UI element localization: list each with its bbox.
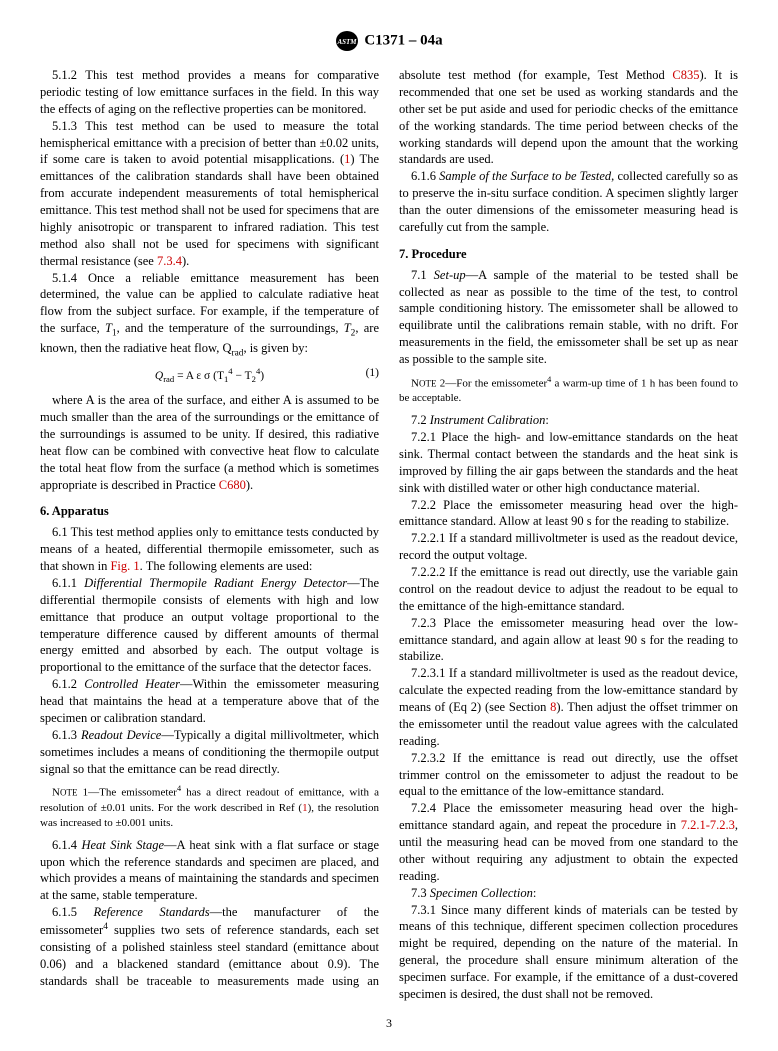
ref-c680[interactable]: C680 <box>219 478 246 492</box>
para-6-1-4: 6.1.4 Heat Sink Stage—A heat sink with a… <box>40 837 379 905</box>
para-5-1-3: 5.1.3 This test method can be used to me… <box>40 118 379 270</box>
ref-c835[interactable]: C835 <box>672 68 699 82</box>
para-6-1-6: 6.1.6 Sample of the Surface to be Tested… <box>399 168 738 236</box>
para-7-2-4: 7.2.4 Place the emissometer measuring he… <box>399 800 738 884</box>
para-7-3-1: 7.3.1 Since many different kinds of mate… <box>399 902 738 1003</box>
note-2: NOTE 2—For the emissometer4 a warm-up ti… <box>399 374 738 406</box>
equation-1: Qrad = A ε σ (T14 − T24) (1) <box>40 366 379 386</box>
ref-7-2-1-7-2-3[interactable]: 7.2.1-7.2.3 <box>681 818 735 832</box>
para-where: where A is the area of the surface, and … <box>40 392 379 493</box>
page-header: ASTM C1371 – 04a <box>40 30 738 52</box>
note-1: NOTE 1—The emissometer4 has a direct rea… <box>40 783 379 830</box>
equation-number: (1) <box>366 366 379 382</box>
doc-designation: C1371 – 04a <box>364 32 442 48</box>
para-6-1-1: 6.1.1 Differential Thermopile Radiant En… <box>40 575 379 676</box>
astm-logo-icon: ASTM <box>335 30 359 52</box>
para-7-2: 7.2 Instrument Calibration: <box>399 412 738 429</box>
para-6-1-3: 6.1.3 Readout Device—Typically a digital… <box>40 727 379 778</box>
para-7-1: 7.1 Set-up—A sample of the material to b… <box>399 267 738 368</box>
ref-fig1[interactable]: Fig. 1 <box>110 559 139 573</box>
para-5-1-2: 5.1.2 This test method provides a means … <box>40 67 379 118</box>
para-7-2-3-1: 7.2.3.1 If a standard millivoltmeter is … <box>399 665 738 749</box>
para-7-2-2-2: 7.2.2.2 If the emittance is read out dir… <box>399 564 738 615</box>
para-5-1-4: 5.1.4 Once a reliable emittance measurem… <box>40 270 379 361</box>
page-number: 3 <box>40 1015 738 1031</box>
para-7-2-2-1: 7.2.2.1 If a standard millivoltmeter is … <box>399 530 738 564</box>
para-7-2-2: 7.2.2 Place the emissometer measuring he… <box>399 497 738 531</box>
svg-text:ASTM: ASTM <box>337 38 358 46</box>
para-7-3: 7.3 Specimen Collection: <box>399 885 738 902</box>
section-7-title: 7. Procedure <box>399 246 738 263</box>
para-7-2-3-2: 7.2.3.2 If the emittance is read out dir… <box>399 750 738 801</box>
page-root: ASTM C1371 – 04a 5.1.2 This test method … <box>0 0 778 1051</box>
ref-7-3-4[interactable]: 7.3.4 <box>157 254 182 268</box>
para-6-1-2: 6.1.2 Controlled Heater—Within the emiss… <box>40 676 379 727</box>
section-6-title: 6. Apparatus <box>40 503 379 520</box>
para-7-2-1: 7.2.1 Place the high- and low-emittance … <box>399 429 738 497</box>
body-columns: 5.1.2 This test method provides a means … <box>40 67 738 1003</box>
para-6-1: 6.1 This test method applies only to emi… <box>40 524 379 575</box>
para-7-2-3: 7.2.3 Place the emissometer measuring he… <box>399 615 738 666</box>
